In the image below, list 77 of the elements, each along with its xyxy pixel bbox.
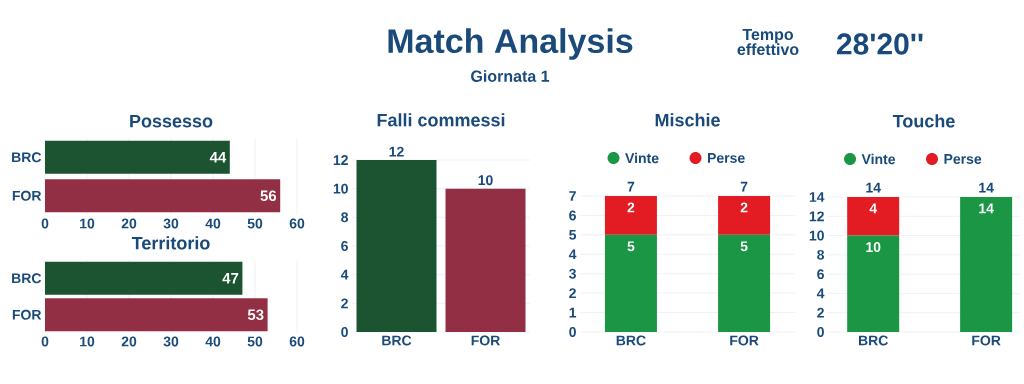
text: Match Analysis xyxy=(388,28,633,60)
x-tick-label: BRC xyxy=(858,335,888,346)
text: Giornata 1 xyxy=(471,70,550,82)
data-label: 4 xyxy=(869,203,878,214)
x-tick-label: 20 xyxy=(121,336,137,347)
y-tick-label: 2 xyxy=(817,307,824,318)
y-tick-label: 6 xyxy=(569,210,576,221)
y-tick-label: 3 xyxy=(569,268,576,279)
chart-title: Falli commessi xyxy=(377,113,505,127)
data-label: 5 xyxy=(740,241,748,252)
total-label: 7 xyxy=(627,181,635,192)
y-tick-label: 12 xyxy=(333,155,348,165)
data-label: 56 xyxy=(260,190,277,202)
x-tick-label: FOR xyxy=(471,335,501,346)
y-tick-label: FOR xyxy=(12,309,42,320)
chart-title: Territorio xyxy=(131,236,210,250)
y-tick-label: 0 xyxy=(569,327,576,337)
data-label: 53 xyxy=(247,309,264,321)
y-tick-label: 4 xyxy=(816,288,825,299)
legend-label: Vinte xyxy=(625,152,659,164)
data-label: 47 xyxy=(222,273,239,284)
y-tick-label: 6 xyxy=(817,269,824,280)
y-tick-label: 4 xyxy=(568,249,577,260)
y-tick-label: 7 xyxy=(569,191,576,201)
x-tick-label: 50 xyxy=(247,336,263,347)
chart-title: Touche xyxy=(892,114,955,128)
y-tick-label: 8 xyxy=(817,249,825,260)
y-tick-label: 6 xyxy=(341,241,348,251)
x-tick-label: 30 xyxy=(163,336,179,347)
x-tick-label: 0 xyxy=(41,218,49,229)
y-tick-label: 2 xyxy=(569,288,576,299)
y-tick-label: 1 xyxy=(569,307,577,318)
legend-label: Vinte xyxy=(861,153,896,165)
y-tick-label: FOR xyxy=(12,190,42,201)
text: 28'20'' xyxy=(836,33,923,55)
y-tick-label: 4 xyxy=(340,269,349,280)
data-label: 14 xyxy=(979,203,994,214)
x-tick-label: 40 xyxy=(205,336,221,347)
y-tick-label: 0 xyxy=(817,327,824,337)
legend-label: Perse xyxy=(944,154,982,164)
x-tick-label: BRC xyxy=(616,335,646,346)
x-tick-label: 60 xyxy=(289,218,305,229)
y-tick-label: 5 xyxy=(569,229,577,240)
x-tick-label: 60 xyxy=(289,336,305,347)
total-label: 14 xyxy=(979,182,994,193)
y-tick-label: 14 xyxy=(809,192,825,202)
x-tick-label: 0 xyxy=(41,336,49,347)
y-tick-label: BRC xyxy=(12,273,42,284)
data-label: 10 xyxy=(866,242,881,253)
data-label: 5 xyxy=(627,241,635,252)
x-tick-label: BRC xyxy=(382,335,412,346)
y-tick-label: 0 xyxy=(341,327,348,337)
y-tick-label: 10 xyxy=(809,230,824,241)
data-label: 10 xyxy=(478,175,493,186)
x-tick-label: 30 xyxy=(163,218,179,229)
total-label: 14 xyxy=(866,182,881,193)
x-tick-label: 50 xyxy=(247,218,263,229)
y-tick-label: 2 xyxy=(341,298,348,309)
data-label: 44 xyxy=(209,152,227,163)
data-label: 2 xyxy=(740,202,748,213)
y-tick-label: 12 xyxy=(809,211,824,222)
chart-title: Mischie xyxy=(655,113,720,127)
y-tick-label: 10 xyxy=(333,183,348,194)
x-tick-label: 40 xyxy=(205,218,221,229)
data-label: 2 xyxy=(627,202,635,213)
x-tick-label: FOR xyxy=(972,335,1001,346)
text: Tempo effettivo xyxy=(737,28,799,56)
total-label: 7 xyxy=(740,181,748,192)
legend-label: Perse xyxy=(707,153,745,163)
x-tick-label: 10 xyxy=(80,218,95,229)
x-tick-label: 20 xyxy=(121,218,137,229)
chart-title: Possesso xyxy=(130,114,213,128)
y-tick-label: BRC xyxy=(12,152,42,163)
y-tick-label: 8 xyxy=(341,212,349,223)
x-tick-label: FOR xyxy=(730,335,759,346)
x-tick-label: 10 xyxy=(80,336,95,347)
data-label: 12 xyxy=(389,146,404,157)
